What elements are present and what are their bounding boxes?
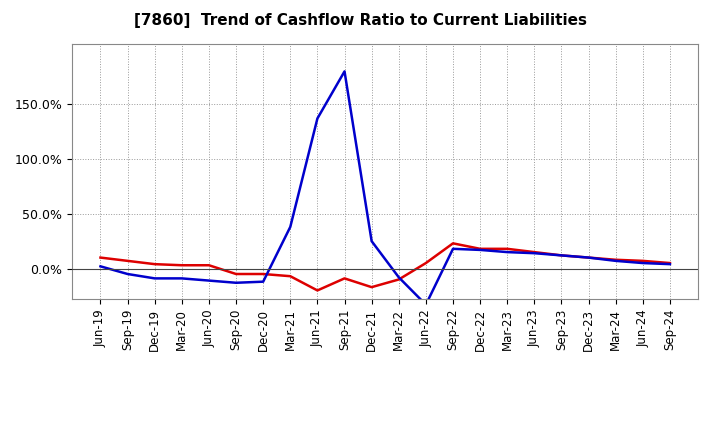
Free CF to Current Liabilities bbox=[611, 258, 620, 264]
Free CF to Current Liabilities bbox=[150, 276, 159, 281]
Free CF to Current Liabilities bbox=[259, 279, 268, 284]
Operating CF to Current Liabilities bbox=[530, 249, 539, 255]
Free CF to Current Liabilities bbox=[665, 261, 674, 267]
Free CF to Current Liabilities bbox=[178, 276, 186, 281]
Free CF to Current Liabilities bbox=[449, 246, 457, 251]
Operating CF to Current Liabilities bbox=[150, 261, 159, 267]
Free CF to Current Liabilities bbox=[367, 238, 376, 244]
Operating CF to Current Liabilities bbox=[178, 263, 186, 268]
Operating CF to Current Liabilities bbox=[395, 277, 403, 282]
Free CF to Current Liabilities bbox=[395, 275, 403, 280]
Operating CF to Current Liabilities bbox=[557, 253, 566, 258]
Free CF to Current Liabilities bbox=[341, 69, 349, 74]
Operating CF to Current Liabilities bbox=[96, 255, 105, 260]
Operating CF to Current Liabilities bbox=[286, 274, 294, 279]
Operating CF to Current Liabilities bbox=[232, 271, 240, 277]
Free CF to Current Liabilities bbox=[204, 278, 213, 283]
Free CF to Current Liabilities bbox=[96, 264, 105, 269]
Free CF to Current Liabilities bbox=[639, 260, 647, 266]
Free CF to Current Liabilities bbox=[557, 253, 566, 258]
Free CF to Current Liabilities bbox=[313, 116, 322, 121]
Operating CF to Current Liabilities bbox=[611, 257, 620, 262]
Operating CF to Current Liabilities bbox=[421, 260, 430, 266]
Free CF to Current Liabilities bbox=[286, 224, 294, 230]
Legend: Operating CF to Current Liabilities, Free CF to Current Liabilities: Operating CF to Current Liabilities, Fre… bbox=[138, 438, 632, 440]
Operating CF to Current Liabilities bbox=[367, 285, 376, 290]
Text: [7860]  Trend of Cashflow Ratio to Current Liabilities: [7860] Trend of Cashflow Ratio to Curren… bbox=[133, 13, 587, 28]
Free CF to Current Liabilities bbox=[584, 255, 593, 260]
Free CF to Current Liabilities bbox=[476, 247, 485, 253]
Free CF to Current Liabilities bbox=[123, 271, 132, 277]
Free CF to Current Liabilities bbox=[503, 249, 511, 255]
Free CF to Current Liabilities bbox=[421, 302, 430, 307]
Operating CF to Current Liabilities bbox=[341, 276, 349, 281]
Free CF to Current Liabilities bbox=[530, 250, 539, 256]
Operating CF to Current Liabilities bbox=[476, 246, 485, 251]
Operating CF to Current Liabilities bbox=[665, 260, 674, 266]
Operating CF to Current Liabilities bbox=[313, 288, 322, 293]
Operating CF to Current Liabilities bbox=[503, 246, 511, 251]
Operating CF to Current Liabilities bbox=[449, 241, 457, 246]
Operating CF to Current Liabilities bbox=[259, 271, 268, 277]
Operating CF to Current Liabilities bbox=[584, 255, 593, 260]
Operating CF to Current Liabilities bbox=[123, 258, 132, 264]
Operating CF to Current Liabilities bbox=[204, 263, 213, 268]
Operating CF to Current Liabilities bbox=[639, 258, 647, 264]
Line: Operating CF to Current Liabilities: Operating CF to Current Liabilities bbox=[101, 243, 670, 290]
Free CF to Current Liabilities bbox=[232, 280, 240, 286]
Line: Free CF to Current Liabilities: Free CF to Current Liabilities bbox=[101, 71, 670, 304]
